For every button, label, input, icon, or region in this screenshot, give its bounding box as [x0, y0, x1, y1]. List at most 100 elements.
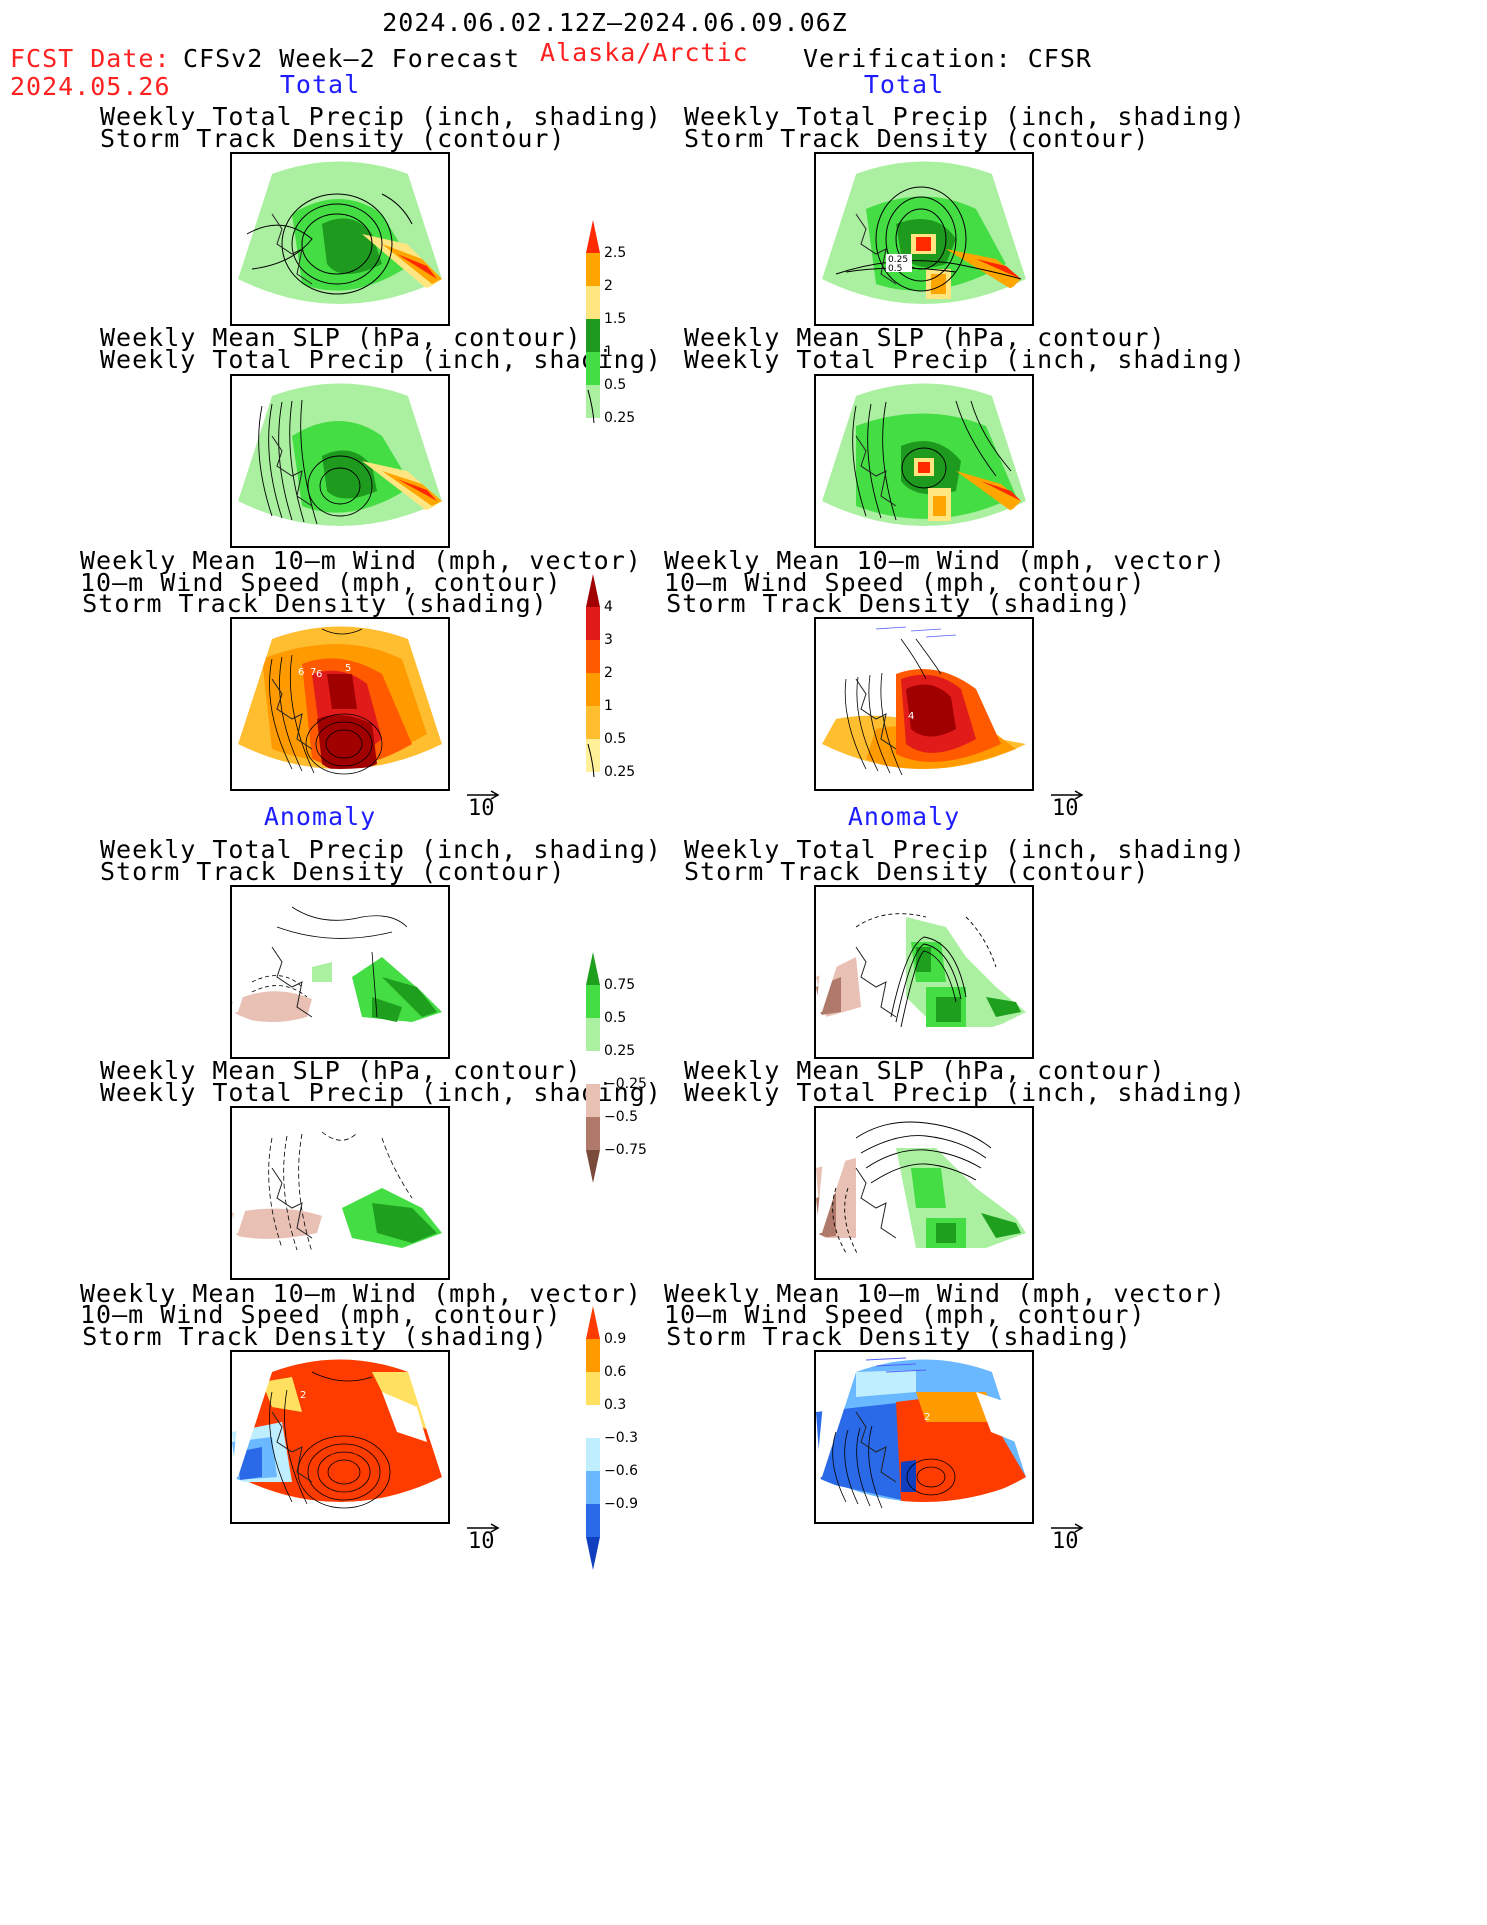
colorbar-swatch — [586, 640, 600, 673]
map-precip-anom-forecast — [230, 885, 450, 1059]
colorbar-tick-label: −0.3 — [604, 1430, 638, 1446]
contour-label: 6 — [298, 667, 304, 678]
panel-title-line: Storm Track Density (contour) — [684, 857, 1150, 886]
panel-title-line: Weekly Total Precip (inch, shading) — [684, 1078, 1246, 1107]
colorbar-swatch — [586, 1306, 600, 1339]
colorbar-precip-anomaly: 0.75 0.5 0.25 −0.25 −0.5 −0.75 — [586, 952, 647, 1187]
contour-label: 0.5 — [888, 264, 902, 274]
colorbar-tick-label: −0.75 — [604, 1142, 647, 1158]
map-slp-precip-forecast — [230, 374, 450, 548]
verification-title: Verification: CFSR — [803, 44, 1092, 73]
map-precip-storm-verification: 0.25 0.5 — [814, 152, 1034, 326]
colorbar-swatch — [586, 739, 600, 772]
contour-label: 8 — [888, 671, 894, 682]
vector-reference-label: 10 — [1052, 1529, 1079, 1554]
colorbar-tick-label: 0.75 — [604, 977, 636, 993]
colorbar-swatch — [586, 286, 600, 319]
colorbar-tick-label: 0.25 — [604, 1043, 636, 1059]
colorbar-swatch — [586, 1117, 600, 1150]
colorbar-swatch — [586, 220, 600, 253]
map-precip-storm-forecast — [230, 152, 450, 326]
colorbar-swatch — [586, 673, 600, 706]
panel-title-line: Weekly Total Precip (inch, shading) — [684, 345, 1246, 374]
colorbar-swatch — [586, 706, 600, 739]
colorbar-tick-label: −0.25 — [604, 1076, 647, 1092]
map-wind-storm-verification: 8 6 4 — [814, 617, 1034, 791]
colorbar-tick-label: 0.5 — [604, 731, 627, 747]
model-title: CFSv2 Week–2 Forecast — [183, 44, 521, 73]
colorbar-graphic — [586, 952, 600, 1183]
colorbar-tick-label: 0.5 — [604, 377, 627, 393]
panel-title-line: Weekly Mean 10–m Wind (mph, vector) — [80, 546, 642, 575]
colorbar-swatch — [586, 1471, 600, 1504]
map-slp-anom-verification — [814, 1106, 1034, 1280]
colorbar-swatch — [586, 352, 600, 385]
map-precip-anom-verification — [814, 885, 1034, 1059]
panel-title-line: Weekly Total Precip (inch, shading) — [100, 1078, 662, 1107]
section-total-left: Total — [279, 70, 361, 99]
colorbar-tick-label: 0.25 — [604, 410, 636, 426]
colorbar-tail — [587, 743, 595, 778]
colorbar-tick-label: 0.25 — [604, 764, 636, 780]
panel-title-line: Storm Track Density (contour) — [684, 124, 1150, 153]
colorbar-swatch — [586, 1084, 600, 1117]
colorbar-tail — [587, 389, 595, 424]
region-title: Alaska/Arctic — [540, 38, 749, 67]
colorbar-swatch — [586, 385, 600, 418]
arrow-right-icon — [1051, 1523, 1084, 1533]
colorbar-tick-label: 4 — [604, 599, 613, 615]
colorbar-tick-label: 2 — [604, 665, 613, 681]
arrow-right-icon — [467, 790, 500, 800]
contour-label: 0.25 — [888, 255, 908, 265]
colorbar-swatch — [586, 1537, 600, 1570]
panel-title-line: Storm Track Density (shading) — [82, 1322, 548, 1351]
vector-reference: 10 — [465, 1519, 505, 1559]
map-slp-anom-forecast — [230, 1106, 450, 1280]
colorbar-storm-total: 4 3 2 1 0.5 0.25 — [586, 574, 646, 809]
colorbar-graphic — [586, 220, 600, 424]
panel-title-line: Weekly Mean 10–m Wind (mph, vector) — [80, 1279, 642, 1308]
colorbar-tick-label: 2.5 — [604, 245, 627, 261]
colorbar-tick-label: 1 — [604, 344, 613, 360]
colorbar-graphic — [586, 574, 600, 778]
panel-title-line: Storm Track Density (shading) — [82, 589, 548, 618]
panel-title-line: Weekly Total Precip (inch, shading) — [100, 345, 662, 374]
colorbar-swatch — [586, 985, 600, 1018]
colorbar-swatch — [586, 1339, 600, 1372]
panel-title-line: 10–m Wind Speed (mph, contour) — [664, 1300, 1146, 1329]
panel-title-line: Weekly Mean 10–m Wind (mph, vector) — [664, 1279, 1226, 1308]
map-wind-anom-verification: 2 — [814, 1350, 1034, 1524]
arrow-right-icon — [467, 1523, 500, 1533]
vector-reference: 10 — [1049, 786, 1089, 826]
contour-label: 4 — [908, 711, 914, 722]
colorbar-swatch — [586, 1438, 600, 1471]
colorbar-swatch — [586, 1372, 600, 1405]
colorbar-swatch — [586, 1405, 600, 1438]
colorbar-swatch — [586, 1504, 600, 1537]
contour-label: 6 — [910, 659, 916, 670]
colorbar-swatch — [586, 253, 600, 286]
colorbar-tick-label: 1.5 — [604, 311, 627, 327]
panel-title-line: Storm Track Density (shading) — [666, 1322, 1132, 1351]
colorbar-swatch — [586, 574, 600, 607]
colorbar-swatch — [586, 952, 600, 985]
vector-reference: 10 — [1049, 1519, 1089, 1559]
section-total-right: Total — [863, 70, 945, 99]
section-anomaly-left: Anomaly — [263, 802, 377, 831]
colorbar-tick-label: −0.6 — [604, 1463, 638, 1479]
colorbar-tick-label: 0.9 — [604, 1331, 627, 1347]
panel-title-line: Storm Track Density (contour) — [100, 124, 566, 153]
contour-label: 7 — [310, 667, 316, 678]
panel-title-line: 10–m Wind Speed (mph, contour) — [80, 1300, 562, 1329]
colorbar-swatch — [586, 319, 600, 352]
contour-label: 2 — [924, 1412, 930, 1423]
vector-reference-label: 10 — [468, 1529, 495, 1554]
forecast-period: 2024.06.02.12Z–2024.06.09.06Z — [382, 8, 848, 37]
map-wind-storm-forecast: 6 7 6 5 — [230, 617, 450, 791]
arrow-right-icon — [1051, 790, 1084, 800]
colorbar-swatch — [586, 1150, 600, 1183]
colorbar-tick-label: −0.9 — [604, 1496, 638, 1512]
panel-title-line: Storm Track Density (contour) — [100, 857, 566, 886]
panel-title-line: Weekly Total Precip (inch, shading) — [684, 102, 1246, 131]
colorbar-swatch — [586, 607, 600, 640]
